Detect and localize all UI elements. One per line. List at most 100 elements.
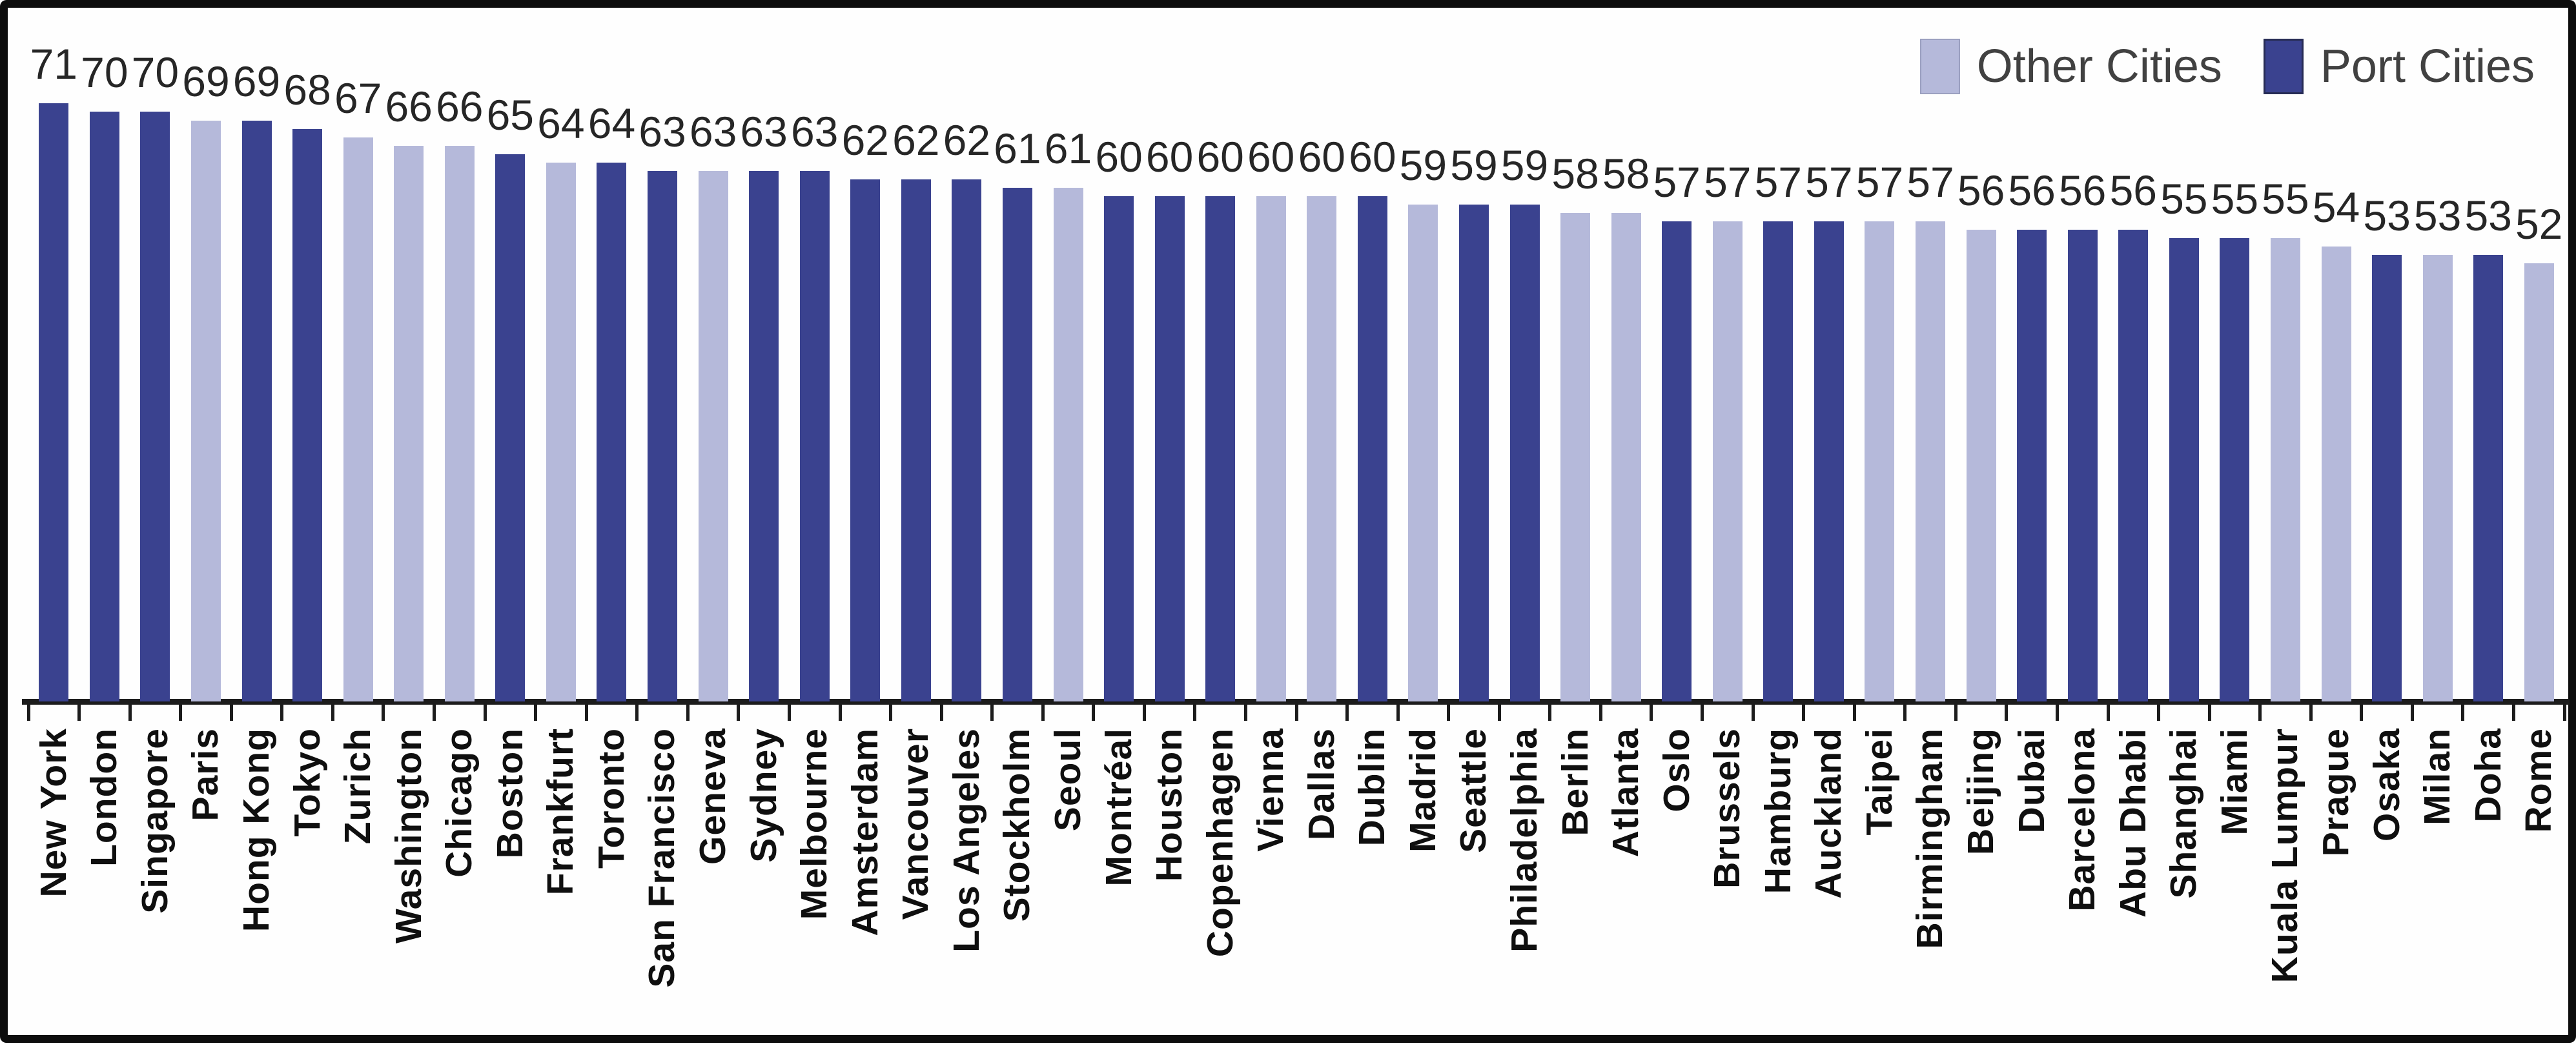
category-label-barcelona: Barcelona [2061, 728, 2103, 912]
bar-paris [191, 121, 221, 701]
bar-doha [2473, 255, 2504, 701]
axis-tick [229, 704, 233, 721]
bar-san-francisco [648, 171, 677, 701]
axis-tick [1954, 704, 1958, 721]
bar-miami [2220, 238, 2250, 701]
bar-dubai [2017, 230, 2047, 701]
category-label-san-francisco: San Francisco [641, 728, 683, 988]
axis-tick [1751, 704, 1755, 721]
axis-tick [1852, 704, 1856, 721]
bar-value-label-abu-dhabi: 56 [2109, 166, 2157, 214]
axis-tick [838, 704, 842, 721]
bar-value-label-san-francisco: 63 [639, 108, 686, 156]
bar-barcelona [2067, 230, 2098, 701]
bar-taipei [1865, 221, 1895, 701]
axis-tick [483, 704, 487, 721]
bar-milan [2422, 255, 2453, 701]
bar-value-label-doha: 53 [2464, 192, 2512, 239]
bar-philadelphia [1509, 205, 1540, 701]
bar-montr-al [1104, 196, 1134, 701]
bar-value-label-kuala-lumpur: 55 [2262, 175, 2309, 223]
category-label-frankfurt: Frankfurt [540, 728, 582, 896]
category-label-auckland: Auckland [1808, 728, 1850, 899]
bar-madrid [1408, 205, 1438, 701]
bar-value-label-melbourne: 63 [790, 108, 839, 156]
bar-value-label-beijing: 56 [1957, 166, 2005, 214]
bar-value-label-auckland: 57 [1805, 158, 1853, 206]
bar-boston [495, 154, 526, 701]
bar-value-label-philadelphia: 59 [1500, 141, 1549, 189]
bar-tokyo [292, 129, 323, 701]
axis-tick [990, 704, 994, 721]
category-label-new-york: New York [32, 728, 74, 898]
axis-tick [280, 704, 284, 721]
category-label-brussels: Brussels [1706, 728, 1748, 889]
category-label-birmingham: Birmingham [1909, 728, 1951, 949]
bar-stockholm [1002, 188, 1032, 701]
category-label-paris: Paris [185, 728, 227, 821]
bar-value-label-seattle: 59 [1450, 141, 1498, 189]
category-label-rome: Rome [2518, 728, 2560, 833]
axis-tick [1903, 704, 1907, 721]
bar-chicago [444, 146, 475, 701]
bar-value-label-madrid: 59 [1399, 141, 1447, 189]
axis-tick [331, 704, 334, 721]
category-label-tokyo: Tokyo [286, 728, 328, 837]
axis-tick [1447, 704, 1451, 721]
bar-value-label-milan: 53 [2413, 192, 2462, 239]
bar-value-label-toronto: 64 [588, 99, 636, 147]
legend-swatch-port-cities-icon [2263, 39, 2304, 94]
category-label-doha: Doha [2467, 728, 2509, 823]
bar-value-label-singapore: 70 [131, 48, 179, 96]
bar-seoul [1053, 188, 1083, 701]
category-label-oslo: Oslo [1655, 728, 1697, 812]
bar-singapore [140, 112, 170, 701]
bar-brussels [1712, 221, 1743, 701]
bar-melbourne [799, 171, 830, 701]
category-label-milan: Milan [2417, 728, 2458, 825]
axis-tick [2005, 704, 2009, 721]
axis-tick [2360, 704, 2364, 721]
category-label-abu-dhabi: Abu Dhabi [2112, 728, 2154, 918]
bar-value-label-paris: 69 [182, 57, 230, 105]
category-label-singapore: Singapore [134, 728, 176, 914]
bar-london [89, 112, 119, 701]
bar-sydney [749, 171, 779, 701]
category-label-copenhagen: Copenhagen [1199, 728, 1241, 958]
category-label-geneva: Geneva [692, 728, 734, 865]
bar-amsterdam [850, 179, 881, 701]
bar-value-label-zurich: 67 [334, 74, 382, 122]
axis-tick [889, 704, 892, 721]
bar-auckland [1814, 221, 1844, 701]
legend-item-other-cities: Other Cities [1919, 39, 2222, 94]
axis-tick [2258, 704, 2262, 721]
bar-value-label-vienna: 60 [1247, 133, 1295, 181]
axis-tick [2106, 704, 2110, 721]
bar-beijing [1966, 230, 1996, 701]
bar-atlanta [1611, 213, 1641, 701]
axis-tick [737, 704, 741, 721]
bar-value-label-frankfurt: 64 [537, 99, 585, 147]
axis-tick [1041, 704, 1045, 721]
category-label-seattle: Seattle [1453, 728, 1495, 853]
category-label-amsterdam: Amsterdam [844, 728, 886, 936]
category-label-seoul: Seoul [1047, 728, 1089, 832]
category-label-prague: Prague [2315, 728, 2356, 857]
bar-washington [394, 146, 424, 701]
bar-value-label-dubai: 56 [2008, 166, 2056, 214]
axis-tick [787, 704, 791, 721]
axis-tick [939, 704, 943, 721]
axis-tick [128, 704, 132, 721]
bar-value-label-sydney: 63 [740, 108, 788, 156]
category-label-berlin: Berlin [1554, 728, 1596, 836]
bar-value-label-washington: 66 [385, 83, 433, 130]
axis-tick [1548, 704, 1552, 721]
axis-tick [2309, 704, 2313, 721]
bar-value-label-seoul: 61 [1044, 125, 1092, 172]
axis-tick [2157, 704, 2160, 721]
bar-shanghai [2169, 238, 2199, 701]
bar-rome [2524, 263, 2554, 701]
bar-value-label-amsterdam: 62 [841, 116, 889, 164]
bar-value-label-tokyo: 68 [283, 66, 331, 114]
axis-tick [382, 704, 385, 721]
